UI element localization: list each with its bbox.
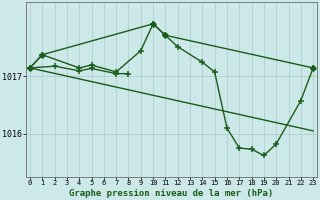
X-axis label: Graphe pression niveau de la mer (hPa): Graphe pression niveau de la mer (hPa) — [69, 189, 274, 198]
